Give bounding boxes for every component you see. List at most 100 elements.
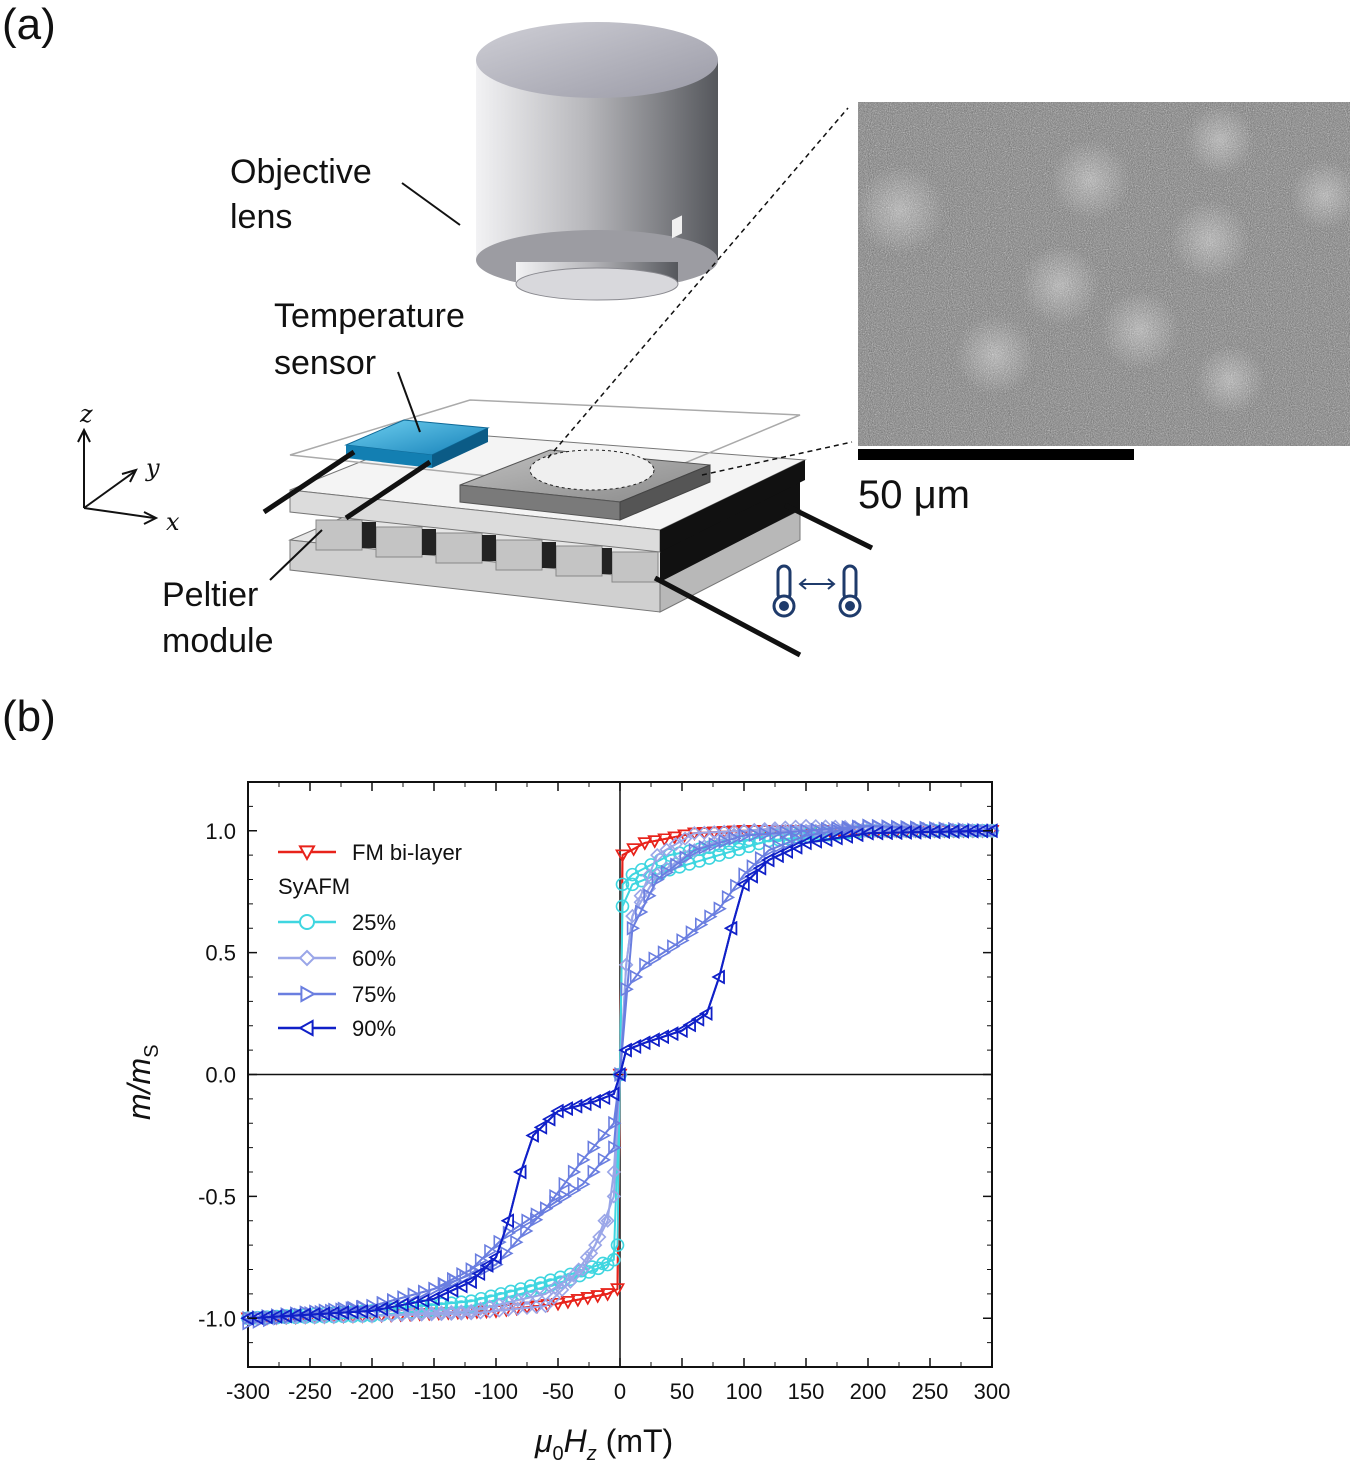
data-point <box>513 1164 527 1180</box>
data-point <box>555 1282 570 1297</box>
data-point <box>538 1286 553 1302</box>
data-point <box>670 857 684 873</box>
data-point <box>643 888 657 904</box>
data-point <box>651 872 665 887</box>
data-point <box>612 1067 626 1082</box>
data-point <box>414 1306 429 1321</box>
data-point <box>510 1234 524 1250</box>
data-point <box>567 1182 582 1198</box>
data-point <box>908 824 922 840</box>
data-point <box>454 1278 468 1294</box>
peltier-label-1: Peltier <box>162 576 258 614</box>
legend-label: 75% <box>352 982 396 1007</box>
data-point <box>778 820 793 835</box>
data-point <box>839 829 853 844</box>
data-point <box>610 1238 625 1252</box>
data-point <box>525 1128 539 1143</box>
data-point <box>587 1140 601 1155</box>
legend-marker <box>297 1019 314 1037</box>
data-point <box>770 848 784 864</box>
legend-label: 60% <box>352 946 396 971</box>
x-tick-label: 200 <box>850 1379 887 1404</box>
data-point <box>965 823 979 839</box>
data-point <box>444 1304 459 1320</box>
data-point <box>473 1301 488 1316</box>
data-point <box>625 867 640 882</box>
data-point <box>879 825 893 841</box>
data-point <box>761 852 775 868</box>
data-point <box>767 821 783 836</box>
data-point <box>635 904 649 920</box>
data-point <box>543 1273 558 1288</box>
data-point <box>533 1119 548 1135</box>
data-point <box>712 838 727 853</box>
data-point <box>688 842 703 858</box>
data-point <box>491 1297 507 1312</box>
data-point <box>354 1304 369 1319</box>
data-point <box>650 847 665 863</box>
data-point <box>530 1207 544 1223</box>
data-point <box>580 1292 596 1306</box>
data-point <box>465 1262 479 1277</box>
data-point <box>520 1223 534 1239</box>
data-point <box>627 1039 642 1054</box>
x-tick-label: -150 <box>412 1379 456 1404</box>
data-point <box>374 1301 388 1317</box>
x-axis-title: μ0Hz (mT) <box>534 1423 673 1465</box>
data-point <box>726 824 742 839</box>
data-point <box>639 957 653 973</box>
data-point <box>456 1267 470 1282</box>
data-point <box>434 1305 449 1320</box>
data-point <box>829 830 843 846</box>
data-point <box>297 1307 311 1323</box>
data-point <box>695 917 709 932</box>
data-point <box>668 837 683 852</box>
axis-y-label: y <box>145 454 160 482</box>
data-point <box>984 823 998 839</box>
data-point <box>629 969 644 985</box>
data-point <box>754 851 769 866</box>
data-point <box>702 851 717 865</box>
x-tick-label: -250 <box>288 1379 332 1404</box>
data-point <box>577 1176 591 1192</box>
data-point <box>708 837 722 852</box>
data-point <box>788 823 803 838</box>
data-point <box>567 1164 582 1180</box>
panel-a-label: (a) <box>2 0 56 49</box>
x-tick-label: 0 <box>614 1379 626 1404</box>
data-point <box>549 1195 563 1210</box>
sensor-label-2: sensor <box>274 344 376 382</box>
series-90- <box>240 823 998 1326</box>
data-point <box>692 854 707 868</box>
data-point <box>482 1299 497 1314</box>
data-point <box>316 1306 330 1322</box>
x-tick-label: 50 <box>670 1379 694 1404</box>
data-point <box>637 1035 651 1051</box>
legend-label: 90% <box>352 1016 396 1041</box>
data-point <box>278 1308 292 1324</box>
coordinate-axes <box>77 427 159 525</box>
data-point <box>510 1293 525 1308</box>
data-point <box>723 920 738 936</box>
data-point <box>550 1103 564 1119</box>
data-point <box>437 1276 451 1292</box>
data-point <box>610 1283 625 1297</box>
data-point <box>444 1282 459 1298</box>
data-point <box>728 831 742 846</box>
data-point <box>447 1271 461 1287</box>
data-point <box>558 1176 572 1192</box>
peltier-label-2: module <box>162 622 274 660</box>
data-point <box>364 1303 378 1319</box>
data-point <box>596 1090 611 1106</box>
data-point <box>404 1306 419 1321</box>
temperature-sensor <box>344 419 490 468</box>
data-point <box>577 1152 591 1168</box>
data-point <box>672 846 687 860</box>
x-tick-label: 300 <box>974 1379 1011 1404</box>
data-point <box>615 899 630 914</box>
data-point <box>721 890 736 905</box>
data-point <box>615 877 630 892</box>
axis-x-label: x <box>166 508 180 536</box>
data-point <box>690 1011 705 1027</box>
